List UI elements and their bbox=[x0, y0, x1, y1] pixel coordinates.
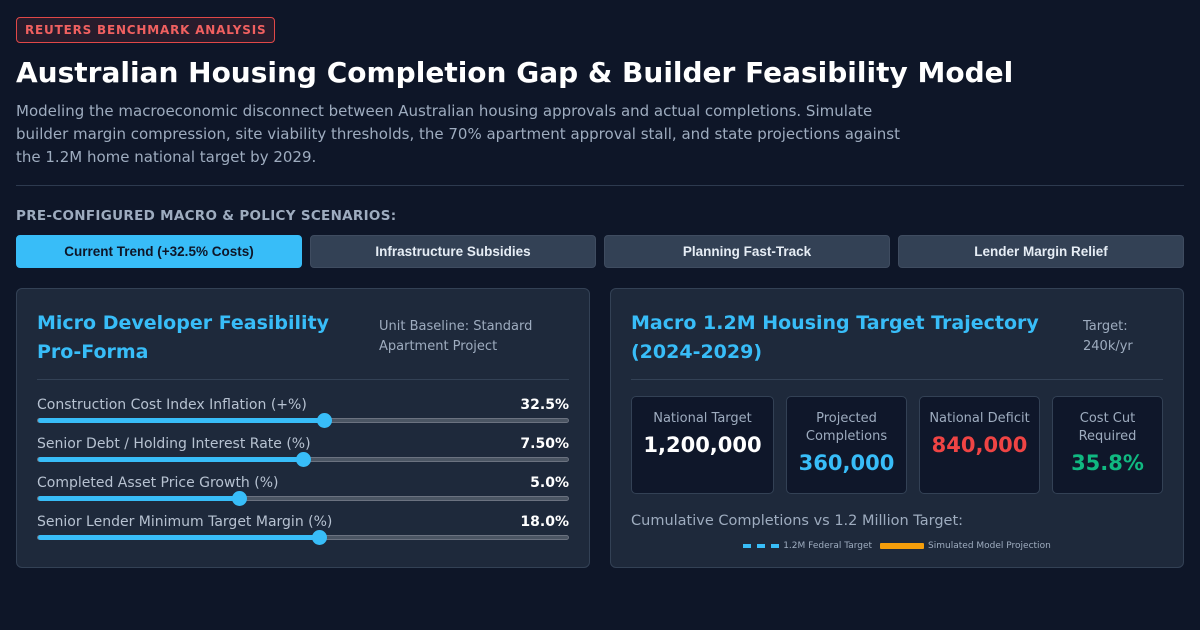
slider-label: Construction Cost Index Inflation (+%) bbox=[37, 397, 307, 413]
kpi-value: 1,200,000 bbox=[643, 433, 762, 457]
kpi-value: 840,000 bbox=[931, 433, 1028, 457]
cost-inflation-slider: Construction Cost Index Inflation (+%) 3… bbox=[37, 397, 569, 428]
slider-fill bbox=[38, 418, 325, 423]
slider-track[interactable] bbox=[37, 413, 569, 428]
trajectory-panel-note: Target: 240k/yr bbox=[1083, 319, 1133, 354]
chart-legend: 1.2M Federal Target Simulated Model Proj… bbox=[631, 541, 1163, 551]
legend-item-target: 1.2M Federal Target bbox=[743, 541, 872, 551]
slider-label: Senior Debt / Holding Interest Rate (%) bbox=[37, 436, 311, 452]
slider-label: Senior Lender Minimum Target Margin (%) bbox=[37, 514, 333, 530]
feasibility-panel: Micro Developer Feasibility Pro-Forma Un… bbox=[16, 288, 590, 568]
slider-thumb[interactable] bbox=[317, 413, 333, 428]
kpi-value: 360,000 bbox=[798, 451, 895, 475]
slider-label: Completed Asset Price Growth (%) bbox=[37, 475, 279, 491]
chart-label: Cumulative Completions vs 1.2 Million Ta… bbox=[631, 513, 964, 529]
slider-thumb[interactable] bbox=[296, 452, 311, 467]
header-divider bbox=[16, 185, 1184, 186]
feasibility-panel-note: Unit Baseline: Standard Apartment Projec… bbox=[379, 319, 533, 354]
price-growth-slider: Completed Asset Price Growth (%) 5.0% bbox=[37, 475, 569, 506]
feasibility-panel-header: Micro Developer Feasibility Pro-Forma Un… bbox=[37, 309, 569, 380]
slider-thumb[interactable] bbox=[232, 491, 248, 506]
legend-label: 1.2M Federal Target bbox=[783, 541, 873, 551]
trajectory-panel: Macro 1.2M Housing Target Trajectory (20… bbox=[610, 288, 1184, 568]
slider-track[interactable] bbox=[37, 530, 569, 545]
panels: Micro Developer Feasibility Pro-Forma Un… bbox=[16, 288, 1184, 568]
kpi-row: National Target 1,200,000 Projected Comp… bbox=[631, 396, 1163, 494]
kpi-label: National Target bbox=[653, 411, 752, 426]
slider-value: 5.0% bbox=[530, 475, 569, 491]
slider-track[interactable] bbox=[37, 452, 569, 467]
legend-label: Simulated Model Projection bbox=[928, 541, 1051, 551]
kpi-label: National Deficit bbox=[929, 411, 1030, 426]
slider-track[interactable] bbox=[37, 491, 569, 506]
scenario-buttons: Current Trend (+32.5% Costs) Infrastruct… bbox=[16, 235, 1184, 268]
slider-value: 7.50% bbox=[520, 436, 569, 452]
source-tag: REUTERS BENCHMARK ANALYSIS bbox=[16, 17, 276, 43]
scenario-current-trend-button[interactable]: Current Trend (+32.5% Costs) bbox=[16, 235, 302, 268]
trajectory-panel-header: Macro 1.2M Housing Target Trajectory (20… bbox=[631, 309, 1163, 380]
slider-fill bbox=[38, 496, 240, 501]
kpi-label: Cost Cut Required bbox=[1078, 411, 1137, 444]
legend-swatch-solid bbox=[880, 543, 925, 549]
trajectory-panel-title: Macro 1.2M Housing Target Trajectory (20… bbox=[631, 312, 1039, 363]
page-subtitle: Modeling the macroeconomic disconnect be… bbox=[16, 102, 900, 166]
slider-value: 18.0% bbox=[520, 514, 569, 530]
kpi-label: Projected Completions bbox=[805, 411, 888, 444]
kpi-projected-completions: Projected Completions 360,000 bbox=[786, 396, 907, 494]
slider-fill bbox=[38, 457, 303, 462]
lender-margin-slider: Senior Lender Minimum Target Margin (%) … bbox=[37, 514, 569, 545]
interest-rate-slider: Senior Debt / Holding Interest Rate (%) … bbox=[37, 436, 569, 467]
legend-swatch-dashed bbox=[743, 544, 780, 548]
scenarios-label: PRE-CONFIGURED MACRO & POLICY SCENARIOS: bbox=[16, 208, 397, 224]
slider-value: 32.5% bbox=[520, 397, 569, 413]
page: REUTERS BENCHMARK ANALYSIS Australian Ho… bbox=[16, 17, 1184, 568]
scenario-infrastructure-subsidies-button[interactable]: Infrastructure Subsidies bbox=[310, 235, 596, 268]
slider-thumb[interactable] bbox=[311, 530, 327, 545]
scenario-lender-margin-relief-button[interactable]: Lender Margin Relief bbox=[898, 235, 1184, 268]
feasibility-panel-title: Micro Developer Feasibility Pro-Forma bbox=[37, 312, 330, 363]
slider-fill bbox=[38, 535, 319, 540]
scenario-planning-fast-track-button[interactable]: Planning Fast-Track bbox=[604, 235, 890, 268]
kpi-value: 35.8% bbox=[1071, 451, 1144, 475]
legend-item-projection: Simulated Model Projection bbox=[880, 541, 1051, 551]
page-title: Australian Housing Completion Gap & Buil… bbox=[16, 56, 1014, 89]
kpi-cost-cut-required: Cost Cut Required 35.8% bbox=[1052, 396, 1163, 494]
kpi-national-deficit: National Deficit 840,000 bbox=[919, 396, 1040, 494]
kpi-national-target: National Target 1,200,000 bbox=[631, 396, 774, 494]
